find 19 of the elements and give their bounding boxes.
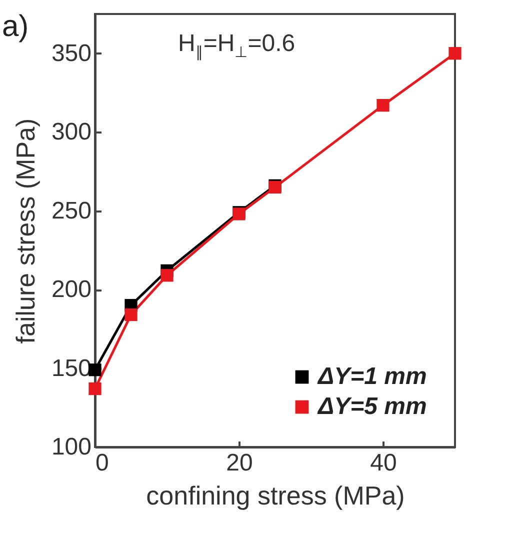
point: [160, 269, 174, 282]
y-tick-label: 100: [51, 434, 92, 460]
y-tick-label: 250: [51, 197, 92, 224]
point: [376, 99, 390, 112]
chart-title: a): [2, 10, 29, 44]
y-axis-title: failure stress (MPa): [10, 118, 40, 344]
point: [124, 308, 138, 322]
annotation: H$_{∥}$=H$_{⊥}$=0.6: [178, 30, 296, 61]
x-tick-label: 40: [370, 450, 397, 476]
y-tick-label: 300: [51, 118, 92, 146]
x-tick-label: 0: [96, 450, 109, 476]
x-tick-label: 20: [226, 450, 253, 476]
legend-label: ΔY=5 mm: [317, 393, 427, 420]
x-axis-title: confining stress (MPa): [146, 480, 405, 510]
y-tick-label: 350: [51, 40, 92, 67]
point: [448, 47, 462, 60]
point: [88, 382, 102, 396]
legend-label: ΔY=1 mm: [317, 363, 427, 390]
y-tick-label: 200: [51, 276, 92, 304]
